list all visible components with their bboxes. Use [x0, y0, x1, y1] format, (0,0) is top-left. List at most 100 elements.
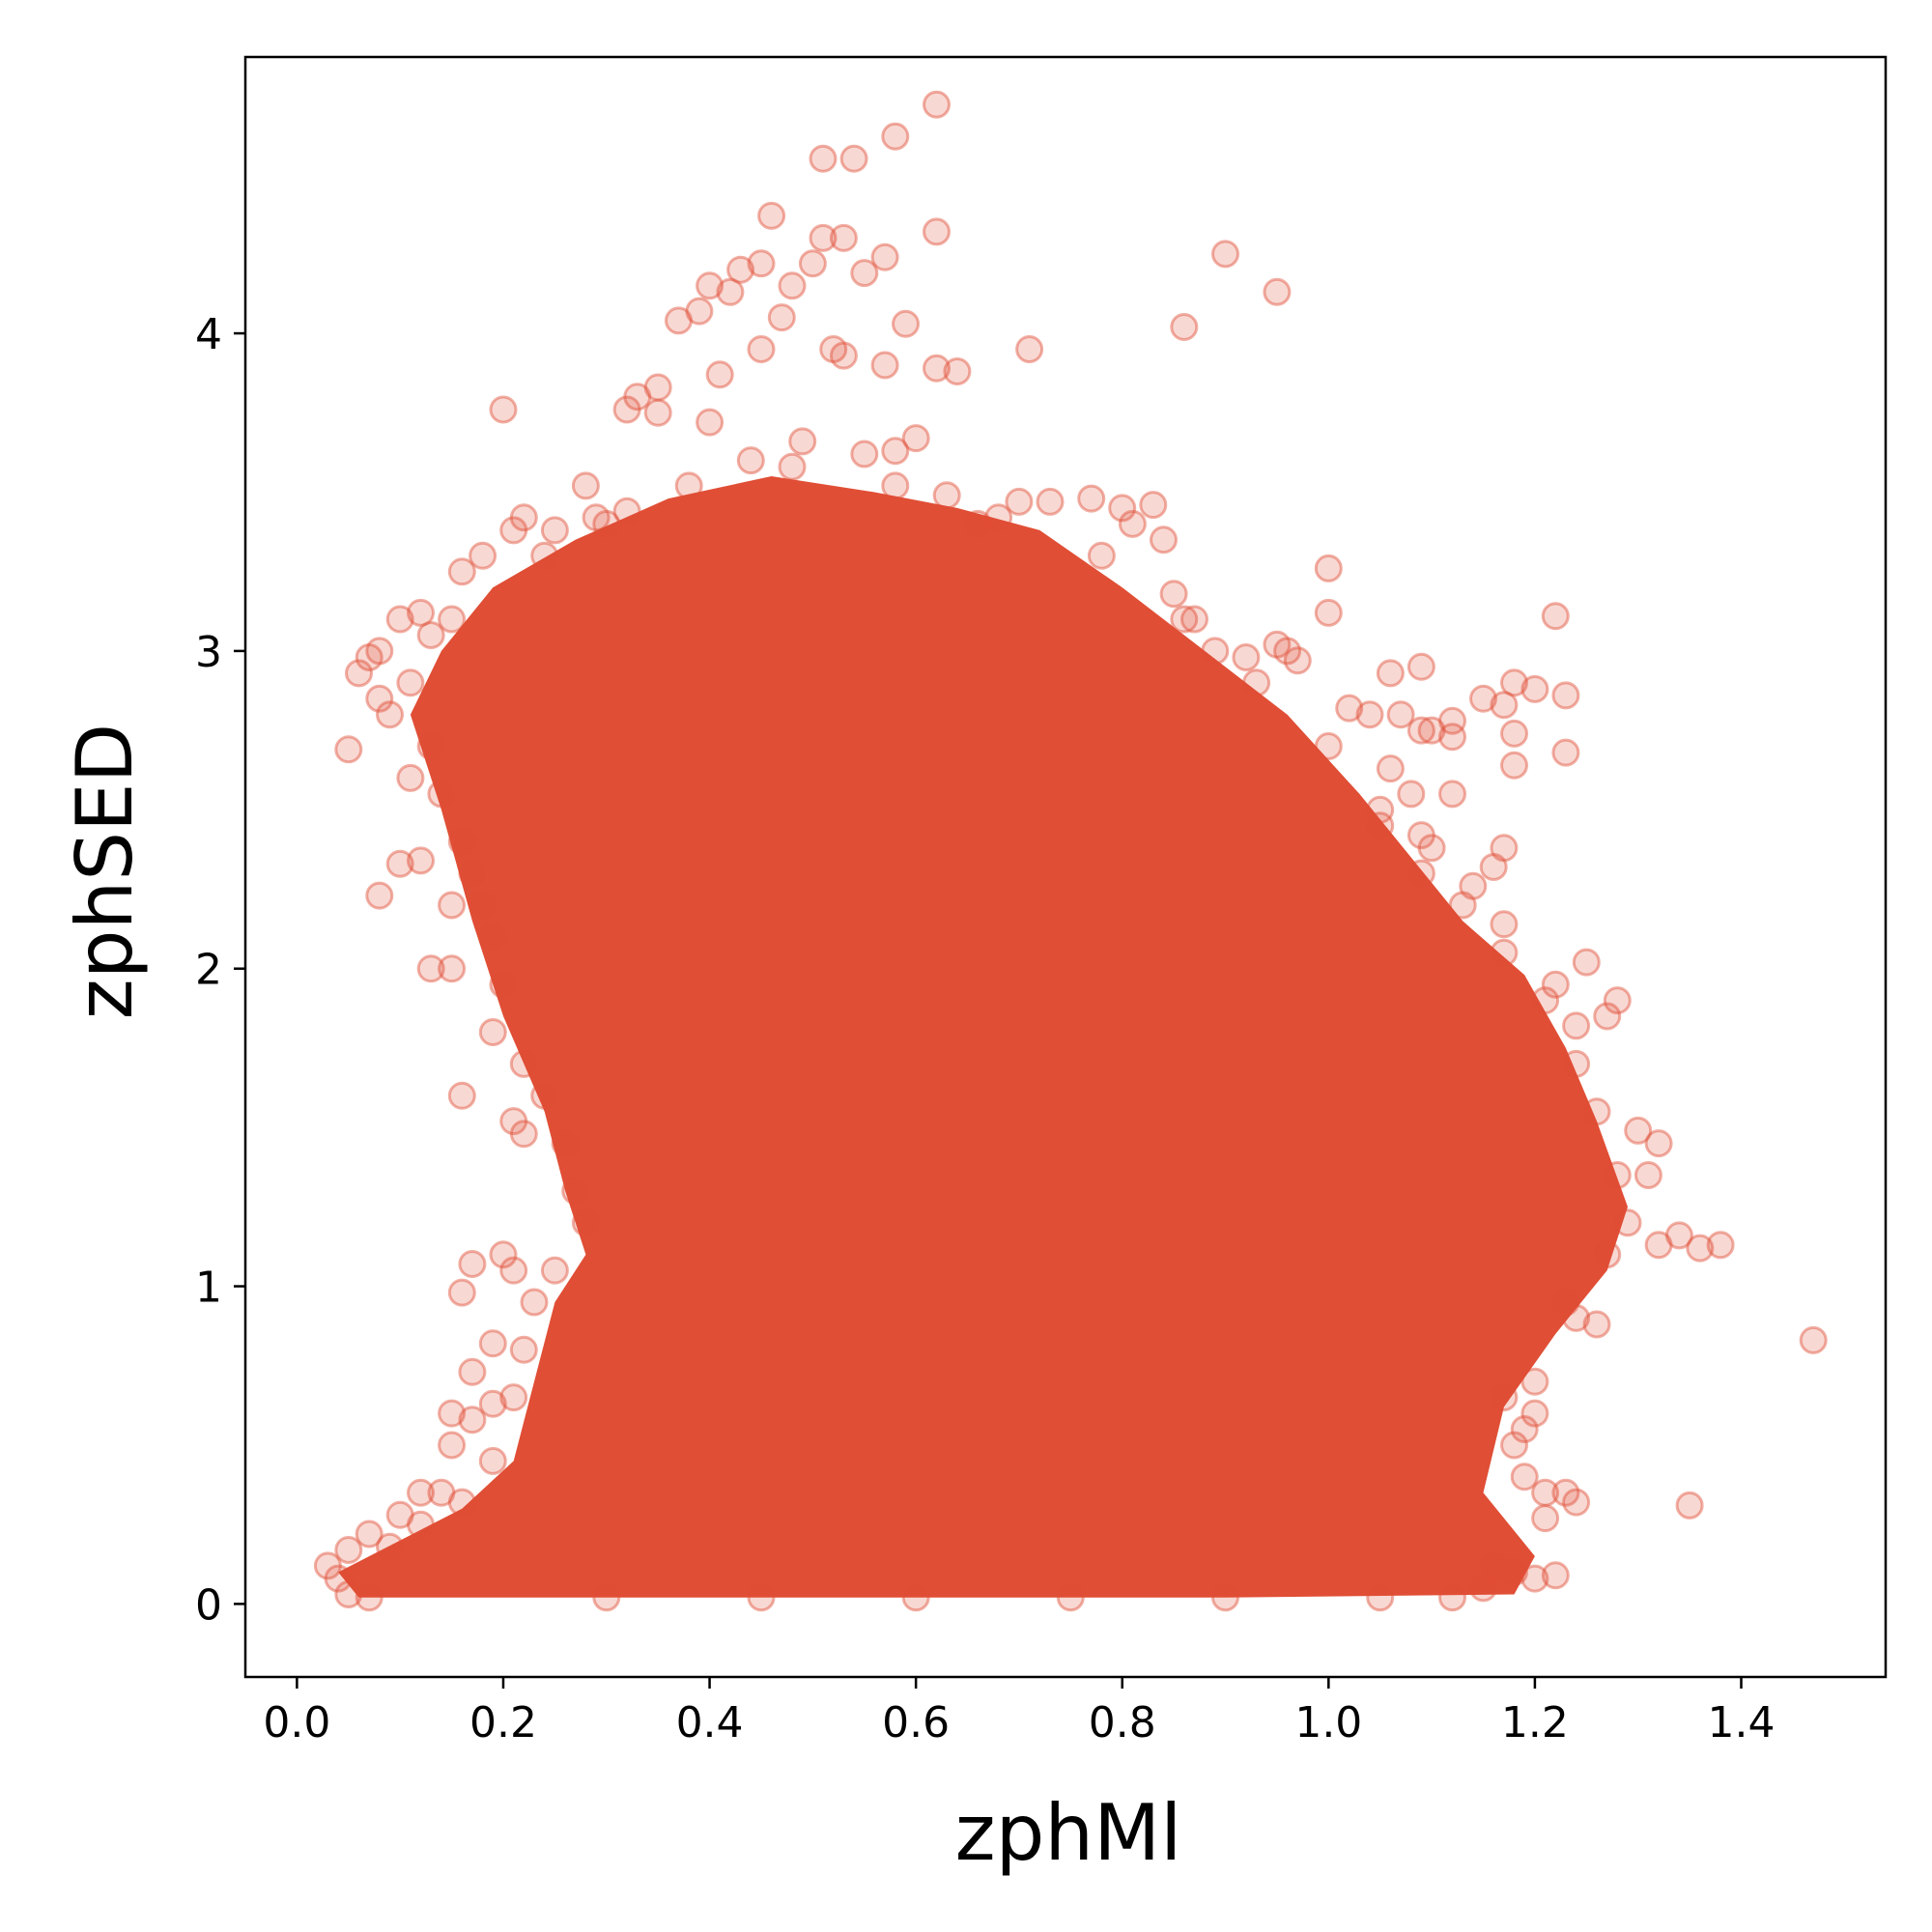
scatter-point — [489, 1240, 518, 1269]
scatter-point — [1531, 1478, 1560, 1507]
scatter-point — [1263, 630, 1292, 659]
scatter-point — [1551, 1288, 1580, 1317]
scatter-point — [1036, 487, 1065, 516]
scatter-point — [1232, 643, 1261, 671]
scatter-point — [540, 1256, 569, 1285]
scatter-point — [1562, 1049, 1591, 1078]
scatter-point — [427, 780, 456, 809]
scatter-point — [892, 309, 920, 338]
scatter-point — [1448, 891, 1477, 920]
scatter-point — [1500, 1431, 1528, 1460]
scatter-point — [850, 259, 879, 288]
scatter-point — [416, 954, 445, 983]
scatter-point — [829, 223, 858, 252]
x-tick-label: 0.0 — [263, 1698, 330, 1747]
scatter-point — [530, 1081, 559, 1110]
scatter-point — [458, 1357, 487, 1386]
y-tick-label: 1 — [195, 1264, 222, 1313]
y-tick-label: 2 — [195, 946, 222, 995]
scatter-point — [396, 763, 425, 792]
scatter-point — [1520, 1399, 1549, 1428]
scatter-point — [1108, 494, 1137, 523]
scatter-point — [923, 354, 951, 383]
scatter-point — [551, 1129, 580, 1158]
x-tick-label: 1.0 — [1294, 1698, 1362, 1747]
scatter-point — [943, 357, 972, 385]
scatter-point — [1438, 1583, 1466, 1612]
scatter-point — [1664, 1221, 1693, 1250]
axes-frame — [243, 55, 1888, 1679]
scatter-point — [1139, 491, 1168, 520]
scatter-point — [1562, 1011, 1591, 1040]
scatter-point — [571, 471, 600, 500]
scatter-point — [447, 1488, 476, 1517]
scatter-point — [1520, 1564, 1549, 1593]
scatter-point — [1510, 1463, 1539, 1492]
scatter-point — [839, 144, 868, 173]
scatter-point — [385, 849, 414, 878]
scatter-point — [438, 605, 467, 634]
scatter-point — [696, 408, 724, 437]
scatter-point — [478, 1018, 507, 1046]
dense-point-region — [338, 476, 1629, 1598]
scatter-point — [1500, 668, 1528, 697]
scatter-point — [1551, 681, 1580, 710]
scatter-point — [665, 306, 693, 335]
scatter-point — [1572, 948, 1601, 977]
scatter-point — [1490, 1383, 1519, 1412]
scatter-point — [1087, 541, 1116, 570]
scatter-point — [592, 1583, 621, 1612]
scatter-point — [489, 970, 518, 999]
scatter-point — [1438, 706, 1466, 735]
scatter-point — [334, 735, 363, 764]
scatter-point — [1459, 871, 1488, 900]
scatter-point — [809, 223, 838, 252]
scatter-point — [1438, 723, 1466, 752]
scatter-point — [447, 1081, 476, 1110]
scatter-point — [416, 621, 445, 649]
scatter-point — [612, 497, 641, 526]
scatter-point — [1406, 859, 1435, 888]
scatter-point — [736, 446, 765, 475]
scatter-point — [1520, 1367, 1549, 1396]
scatter-point — [499, 1256, 528, 1285]
scatter-point — [623, 383, 652, 412]
scatter-point — [1159, 580, 1188, 609]
scatter-point — [478, 923, 507, 952]
scatter-point — [407, 1510, 435, 1539]
scatter-point — [674, 471, 703, 500]
scatter-point — [612, 395, 641, 424]
y-tick-label: 3 — [195, 628, 222, 677]
scatter-point — [1118, 509, 1147, 538]
scatter-point — [1541, 970, 1570, 999]
scatter-point — [1582, 1097, 1611, 1126]
scatter-point — [520, 1288, 549, 1317]
scatter-point — [458, 1406, 487, 1435]
scatter-point — [685, 297, 714, 326]
scatter-point — [1314, 732, 1343, 760]
scatter-point — [1675, 1491, 1704, 1520]
y-tick-label: 4 — [195, 310, 222, 359]
x-axis-title: zphMl — [955, 1788, 1182, 1878]
scatter-point — [1520, 674, 1549, 703]
scatter-point — [1376, 659, 1405, 688]
scatter-point — [438, 954, 467, 983]
scatter-point — [1283, 646, 1312, 675]
scatter-point — [478, 1446, 507, 1475]
scatter-point — [1355, 700, 1384, 729]
scatter-point — [1613, 1208, 1642, 1237]
scatter-point — [458, 1250, 487, 1278]
scatter-point — [1799, 1325, 1828, 1354]
scatter-point — [1366, 1583, 1395, 1612]
scatter-point — [1479, 1551, 1508, 1580]
scatter-point — [469, 891, 497, 920]
scatter-point — [747, 249, 776, 278]
scatter-point — [407, 598, 435, 627]
scatter-point — [798, 249, 827, 278]
scatter-point — [1531, 1504, 1560, 1533]
scatter-point — [1551, 738, 1580, 767]
axes: 0.0 0.2 0.4 0.6 0.8 1.0 1.2 1.4 0 1 2 3 4 — [195, 55, 1888, 1747]
scatter-point — [1376, 754, 1405, 783]
scatter-point — [809, 144, 838, 173]
x-tick-label: 0.8 — [1089, 1698, 1156, 1747]
